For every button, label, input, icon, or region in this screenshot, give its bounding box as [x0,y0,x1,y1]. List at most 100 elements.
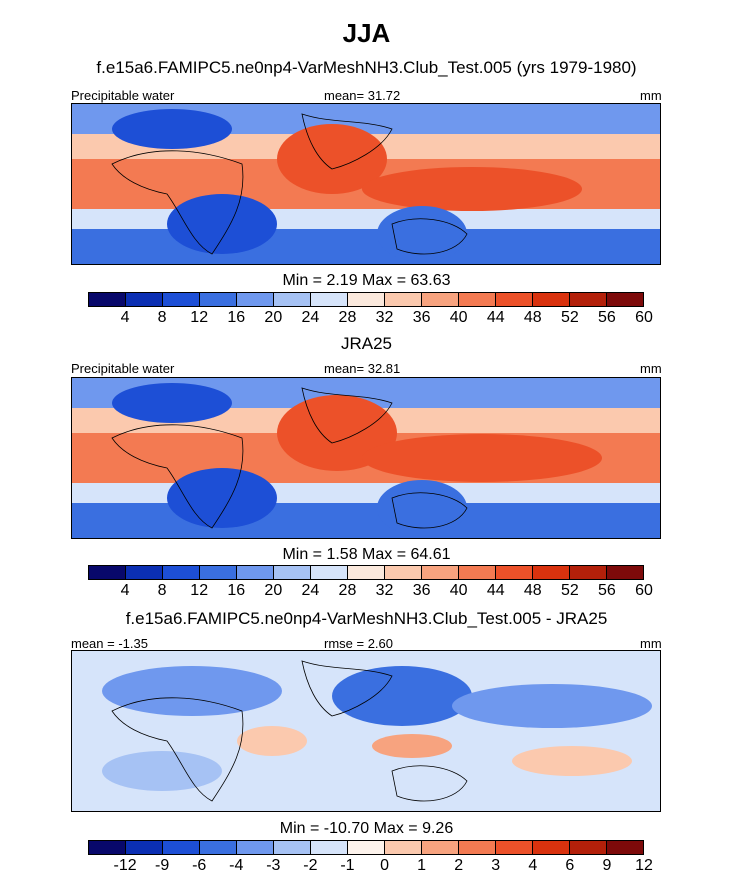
panel-3-colorbar-swatch-3 [200,841,237,854]
panel-3-colorbar-tick-label: 4 [528,857,538,874]
panel-3-colorbar-tick-label: 3 [491,857,501,874]
map-coastline-africa [111,697,244,802]
panel-3-colorbar-swatch-1 [126,841,163,854]
panel-1-colorbar [88,292,644,307]
panel-2-colorbar-tick-label: 52 [560,582,579,599]
panel-1-colorbar-tick-label: 48 [523,309,542,326]
map-negative-anomaly-asia [332,666,472,726]
panel-1-colorbar-swatch-2 [163,293,200,306]
map-warm-pool [362,167,582,211]
figure-title: JJA [342,18,391,48]
panel-3-colorbar-swatch-12 [533,841,570,854]
panel-2-colorbar-tick-label: 40 [449,582,468,599]
panel-1-field-svg [72,104,660,264]
map-coastline-asia [301,113,393,170]
panel-2-colorbar-swatch-3 [200,566,237,579]
panel-3-colorbar-tick-label: 6 [565,857,575,874]
panel-2-colorbar-swatch-12 [533,566,570,579]
map-negative-anomaly-pacific [452,684,652,728]
panel-1-colorbar-swatch-14 [607,293,643,306]
map-coastline-africa [111,424,244,529]
panel-3-colorbar-swatch-10 [459,841,496,854]
panel-2-colorbar-swatch-0 [89,566,126,579]
panel-2-colorbar-swatch-13 [570,566,607,579]
map-coastline-australia [391,765,468,802]
panel-1-colorbar-tick-label: 4 [120,309,130,326]
panel-3-colorbar-swatch-0 [89,841,126,854]
panel-1-variable-label: Precipitable water [71,88,175,103]
panel-3-colorbar-tick-label: 0 [380,857,389,874]
panel-2-colorbar-swatch-1 [126,566,163,579]
panel-2-colorbar-tick-label: 56 [598,582,616,599]
panel-1-map [71,103,661,265]
panel-3-colorbar-tick-label: 2 [454,857,464,874]
panel-1-colorbar-tick-label: 16 [227,309,246,326]
panel-2-units-label: mm [640,361,662,376]
map-coastline-australia [391,492,468,529]
panel-2-colorbar-swatch-10 [459,566,496,579]
panel-1-colorbar-tick-label: 32 [375,309,394,326]
panel-1-colorbar-tick-label: 44 [486,309,505,326]
panel-3-colorbar-swatch-11 [496,841,533,854]
panel-3-colorbar-tick-label: 9 [602,857,612,874]
panel-1-colorbar-tick-label: 8 [157,309,167,326]
panel-3-colorbar-ticks: -12 -9 -6 -4 -3 -2 -1 0 1 2 3 4 6 9 12 [88,857,653,875]
map-coastline-asia [301,660,393,717]
map-south-africa-dry [167,194,277,254]
panel-3-colorbar-tick-label: -2 [303,857,318,874]
panel-1-colorbar-tick-label: 20 [264,309,283,326]
panel-3-colorbar-swatch-8 [385,841,422,854]
panel-3-colorbar-swatch-4 [237,841,274,854]
map-sahara-dry [112,383,232,423]
panel-2-colorbar-tick-label: 16 [227,582,246,599]
panel-1-colorbar-tick-label: 28 [338,309,357,326]
map-australia-dry [377,206,467,262]
panel-2-colorbar-tick-label: 8 [157,582,167,599]
panel-2-subtitle: JRA25 [340,334,393,353]
panel-1-subtitle: f.e15a6.FAMIPC5.ne0np4-VarMeshNH3.Club_T… [96,58,637,77]
panel-2-colorbar-swatch-14 [607,566,643,579]
map-negative-anomaly-south-atlantic [102,751,222,791]
panel-2-colorbar-tick-label: 36 [412,582,431,599]
panel-1-units-label: mm [640,88,662,103]
panel-2-colorbar-swatch-8 [385,566,422,579]
panel-2-colorbar-tick-label: 28 [338,582,357,599]
panel-2-field-svg [72,378,660,538]
panel-1-colorbar-tick-label: 56 [598,309,616,326]
panel-2-colorbar-tick-label: 12 [190,582,209,599]
panel-3-minmax: Min = -10.70 Max = 9.26 [279,820,454,837]
panel-1-mean-label: mean= 31.72 [324,88,401,103]
panel-3-colorbar-swatch-13 [570,841,607,854]
map-negative-anomaly-africa [102,666,282,716]
panel-3-colorbar-tick-label: -3 [266,857,281,874]
panel-3-colorbar-swatch-7 [348,841,385,854]
panel-1-colorbar-swatch-1 [126,293,163,306]
panel-2-colorbar-swatch-6 [311,566,348,579]
panel-2-colorbar [88,565,644,580]
map-positive-anomaly-maritime [372,734,452,758]
panel-1-minmax: Min = 2.19 Max = 63.63 [282,272,451,289]
panel-2-colorbar-swatch-2 [163,566,200,579]
panel-3-rmse-label: rmse = 2.60 [324,636,394,651]
panel-3-colorbar-swatch-9 [422,841,459,854]
panel-1-colorbar-tick-label: 12 [190,309,209,326]
panel-3-units-label: mm [640,636,662,651]
panel-1-colorbar-ticks: 4 8 12 16 20 24 28 32 36 40 44 48 52 56 60 [88,309,653,327]
panel-1-colorbar-swatch-13 [570,293,607,306]
map-australia-dry [377,480,467,536]
panel-3-mean-label: mean = -1.35 [71,636,148,651]
panel-2-colorbar-tick-label: 32 [375,582,394,599]
panel-3-colorbar [88,840,644,855]
panel-1-colorbar-swatch-3 [200,293,237,306]
panel-2-map [71,377,661,539]
panel-1-colorbar-swatch-0 [89,293,126,306]
panel-2-colorbar-ticks: 4 8 12 16 20 24 28 32 36 40 44 48 52 56 60 [88,582,653,600]
panel-3-colorbar-tick-label: -9 [155,857,170,874]
panel-1-colorbar-swatch-4 [237,293,274,306]
panel-1-colorbar-swatch-6 [311,293,348,306]
panel-3-map [71,650,661,812]
map-positive-anomaly-indian [237,726,307,756]
panel-2-minmax: Min = 1.58 Max = 64.61 [282,546,451,563]
panel-2-colorbar-tick-label: 60 [635,582,653,599]
map-band-south [72,483,660,503]
